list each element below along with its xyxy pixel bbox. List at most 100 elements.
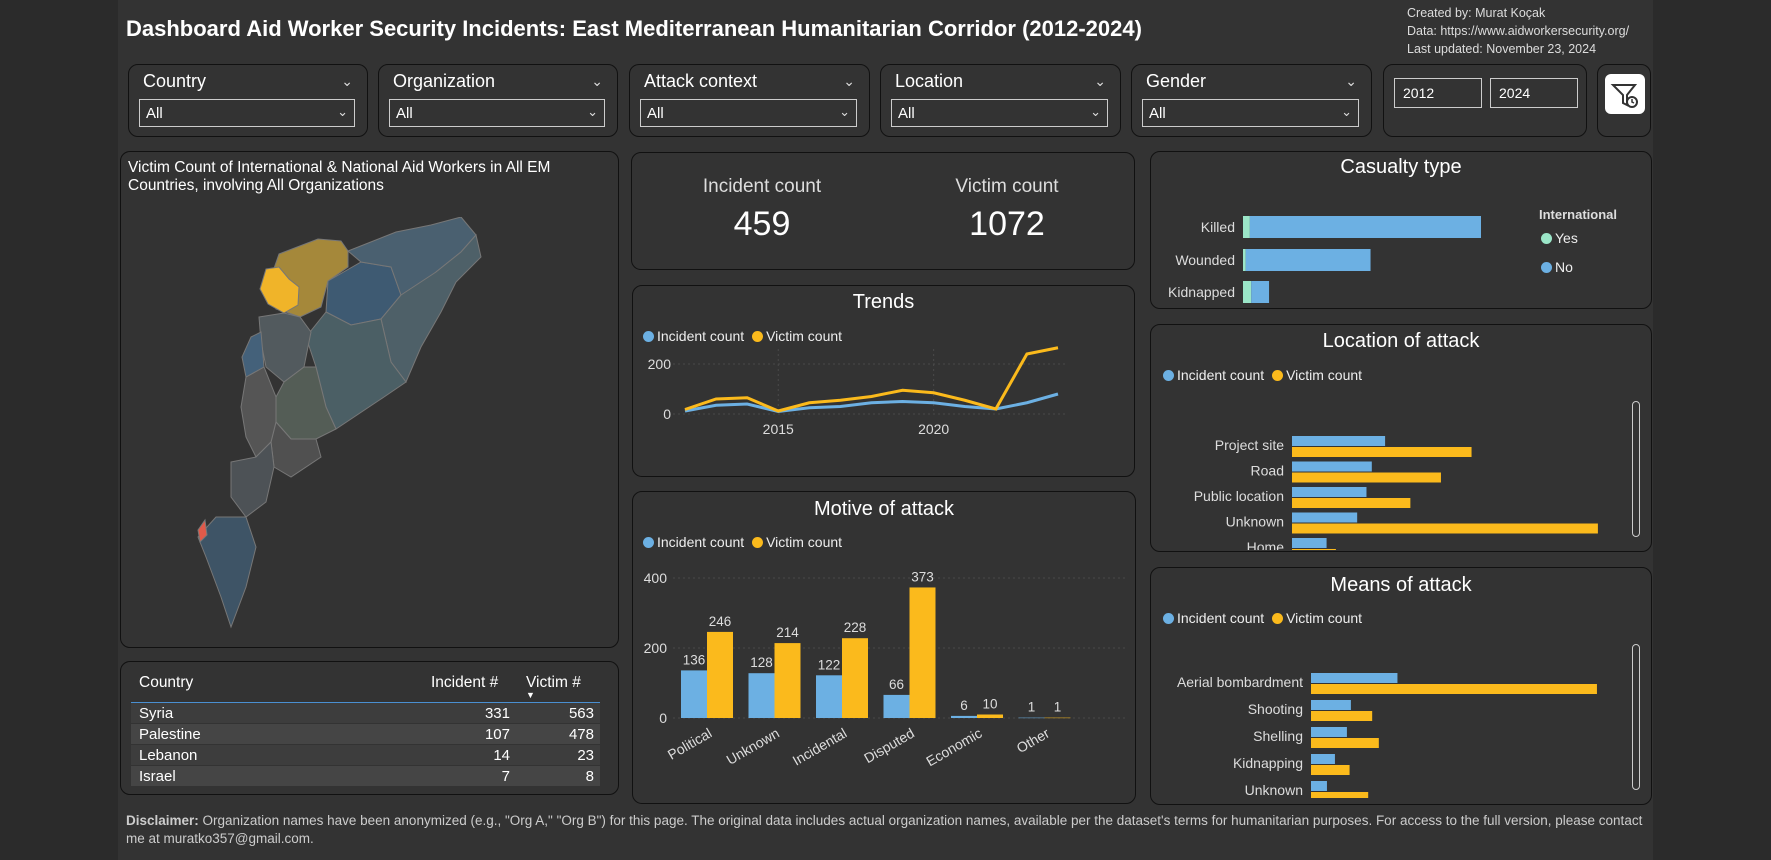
means-title: Means of attack (1330, 574, 1472, 596)
category-label: Home (1247, 539, 1285, 550)
legend-victim-label: Victim count (766, 328, 843, 344)
bar-victim (1311, 711, 1373, 721)
chevron-down-icon: ⌄ (839, 104, 850, 119)
attack-context-filter[interactable]: Attack context ⌄ All ⌄ (629, 64, 870, 137)
country-filter-label: Country (143, 71, 207, 91)
data-label: 1 (1054, 700, 1062, 715)
bar-victim (1292, 498, 1411, 508)
incident-count-value: 459 (733, 205, 791, 243)
victim-count-value: 1072 (969, 205, 1045, 243)
cell-incident: 14 (493, 747, 510, 764)
x-tick-label: 2020 (918, 421, 949, 437)
location-filter-label: Location (895, 71, 964, 91)
bar-international-yes (1243, 249, 1246, 271)
gender-filter[interactable]: Gender ⌄ All ⌄ (1131, 64, 1372, 137)
category-label: Unknown (1245, 782, 1303, 798)
country-filter[interactable]: Country ⌄ All ⌄ (128, 64, 368, 137)
category-label: Public location (1194, 488, 1284, 504)
y-tick-label: 0 (663, 406, 671, 422)
means-legend[interactable]: Incident count Victim count (1163, 610, 1362, 626)
means-scrollbar[interactable] (1632, 644, 1640, 790)
bar-incident (1292, 512, 1358, 523)
bar-international-yes (1243, 216, 1250, 238)
bar-victim (707, 631, 733, 718)
organization-dropdown-value: All (396, 105, 413, 122)
legend-incident-label: Incident count (657, 534, 745, 550)
bar-victim (1044, 717, 1071, 719)
map-region-gaza[interactable] (197, 518, 208, 544)
location-scrollbar[interactable] (1632, 401, 1640, 537)
sort-desc-icon: ▼ (526, 690, 535, 700)
victim-count-line (684, 346, 1059, 413)
attack-context-dropdown[interactable]: All ⌄ (640, 99, 857, 127)
cell-incident: 7 (501, 768, 510, 785)
category-label: Wounded (1175, 252, 1235, 268)
country-dropdown[interactable]: All ⌄ (139, 99, 355, 127)
year-range-filter[interactable]: 2012 2024 (1383, 64, 1587, 137)
map-region-latakia[interactable] (241, 331, 265, 378)
category-label: Road (1251, 463, 1284, 479)
motive-legend[interactable]: Incident count Victim count (643, 534, 842, 550)
legend-incident-label: Incident count (1177, 367, 1265, 383)
chevron-down-icon[interactable]: ⌄ (1094, 73, 1106, 89)
map-card: Victim Count of International & National… (120, 151, 619, 648)
bar-incident (816, 675, 842, 718)
category-label: Aerial bombardment (1177, 674, 1303, 690)
location-chart[interactable]: Project site Road Public location Unknown Ho… (1151, 405, 1631, 550)
legend-no[interactable]: No (1541, 259, 1573, 275)
bar-incident (1311, 700, 1351, 710)
chevron-down-icon[interactable]: ⌄ (1345, 73, 1357, 89)
map-region-west-bank[interactable] (230, 440, 275, 518)
clear-filters-button[interactable] (1597, 64, 1651, 137)
map-region-aleppo[interactable] (259, 266, 300, 314)
region-map[interactable] (176, 217, 616, 647)
chevron-down-icon[interactable]: ⌄ (591, 73, 603, 89)
col-header-incident[interactable]: Incident # (431, 674, 499, 691)
table-row[interactable]: Syria 331 563 (131, 703, 600, 723)
table-row[interactable]: Israel 7 8 (131, 766, 600, 786)
gender-dropdown[interactable]: All ⌄ (1142, 99, 1359, 127)
year-start-input[interactable]: 2012 (1394, 78, 1482, 108)
col-header-victim[interactable]: Victim # (526, 674, 581, 691)
location-filter[interactable]: Location ⌄ All ⌄ (880, 64, 1121, 137)
cell-incident: 331 (484, 705, 510, 722)
organization-dropdown[interactable]: All ⌄ (389, 99, 605, 127)
map-region-israel-south[interactable] (197, 516, 257, 629)
category-label: Shooting (1248, 701, 1303, 717)
bar-victim (909, 587, 936, 718)
created-by: Created by: Murat Koçak (1407, 6, 1546, 20)
legend-incident-dot (643, 537, 654, 548)
chevron-down-icon[interactable]: ⌄ (843, 73, 855, 89)
legend-victim-label: Victim count (1286, 367, 1363, 383)
chevron-down-icon[interactable]: ⌄ (341, 73, 353, 89)
data-source-link[interactable]: Data: https://www.aidworkersecurity.org/ (1407, 24, 1630, 38)
y-tick-label: 400 (644, 570, 668, 586)
map-region-homs[interactable] (305, 311, 407, 430)
x-tick-label: Incidental (790, 725, 850, 769)
bar-victim (1311, 684, 1597, 694)
table-row[interactable]: Palestine 107 478 (131, 724, 600, 744)
col-header-country[interactable]: Country (139, 674, 194, 691)
country-dropdown-value: All (146, 105, 163, 122)
bar-victim (1292, 472, 1441, 483)
bar-victim (842, 638, 868, 718)
trends-legend[interactable]: Incident count Victim count (643, 328, 842, 344)
trends-chart[interactable]: 0 200 2015 2020 (633, 346, 1133, 476)
location-dropdown[interactable]: All ⌄ (891, 99, 1108, 127)
location-legend[interactable]: Incident count Victim count (1163, 367, 1362, 383)
year-end-input[interactable]: 2024 (1490, 78, 1578, 108)
legend-incident-dot (1163, 613, 1174, 624)
means-chart[interactable]: Aerial bombardment Shooting Shelling Kidnap… (1151, 648, 1631, 798)
means-card: Means of attack Incident count Victim co… (1150, 567, 1652, 805)
data-label: 122 (818, 657, 841, 672)
casualty-title: Casualty type (1340, 156, 1462, 178)
legend-yes[interactable]: Yes (1541, 230, 1578, 246)
legend-yes-label: Yes (1555, 230, 1578, 246)
table-row[interactable]: Lebanon 14 23 (131, 745, 600, 765)
organization-filter[interactable]: Organization ⌄ All ⌄ (378, 64, 618, 137)
casualty-chart[interactable]: Killed Wounded Kidnapped (1151, 192, 1481, 304)
y-tick-label: 200 (644, 640, 668, 656)
trends-title: Trends (852, 291, 915, 313)
gender-dropdown-value: All (1149, 105, 1166, 122)
